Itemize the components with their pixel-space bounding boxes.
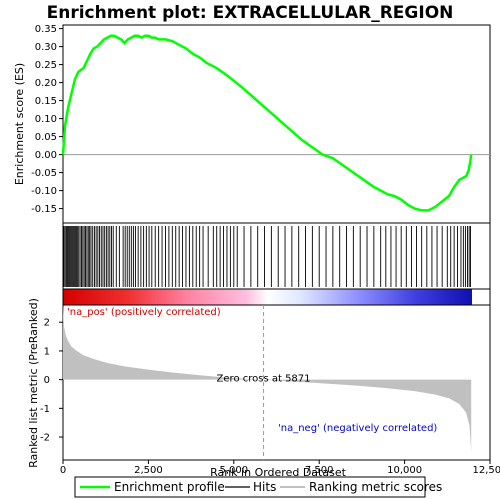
metric-panel: Zero cross at 5871 'na_pos' (positively …: [27, 298, 500, 479]
es-y-tick-label: 0.05: [35, 132, 57, 143]
positive-correlation-label: 'na_pos' (positively correlated): [67, 307, 221, 318]
rank-x-tick-label: 12,500: [473, 465, 500, 476]
legend-metric-label: Ranking metric scores: [309, 480, 442, 494]
es-panel: 0.35 0.30 0.25 0.20 0.15 0.10 0.05 0.00 -0.05 -0.…: [13, 24, 491, 224]
es-plot-frame: [62, 24, 491, 224]
es-y-tick-label: 0.00: [35, 150, 57, 161]
rank-x-tick-label: 5,000: [219, 465, 248, 476]
ranking-color-bar: [63, 289, 472, 305]
hits-panel: [62, 222, 491, 306]
metric-y-tick-label: 1: [44, 346, 50, 357]
negative-correlation-label: 'na_neg' (negatively correlated): [278, 423, 437, 434]
enrichment-profile-line: [61, 34, 473, 212]
legend-hits-label: Hits: [253, 480, 276, 494]
es-y-tick-label: 0.25: [35, 60, 57, 71]
es-y-axis-label: Enrichment score (ES): [13, 63, 26, 185]
zero-cross-label: Zero cross at 5871: [217, 374, 311, 385]
chart-title: Enrichment plot: EXTRACELLULAR_REGION: [47, 3, 454, 23]
es-y-tick-label: 0.10: [35, 114, 57, 125]
es-y-tick-label: 0.20: [35, 78, 57, 89]
hits-frame: [62, 222, 491, 290]
ranking-metric-area: [63, 305, 472, 452]
metric-y-tick-label: -2: [40, 433, 50, 444]
es-y-tick-label: 0.35: [35, 24, 57, 35]
es-y-axis: 0.35 0.30 0.25 0.20 0.15 0.10 0.05 0.00 -0.05 -0.…: [31, 24, 63, 215]
rank-x-axis-label: Rank in Ordered Dataset: [210, 466, 347, 479]
hit-markers: [63, 226, 471, 287]
legend: Enrichment profile Hits Ranking metric s…: [74, 476, 442, 498]
metric-y-axis: 2 1 0 -1 -2: [40, 318, 63, 444]
es-y-tick-label: 0.30: [35, 42, 57, 53]
es-y-tick-label: -0.15: [31, 204, 57, 215]
metric-y-tick-label: -1: [40, 404, 50, 415]
rank-x-tick-label: 0: [60, 465, 66, 476]
metric-y-tick-label: 0: [44, 375, 50, 386]
rank-x-tick-label: 10,000: [387, 465, 422, 476]
es-y-tick-label: 0.15: [35, 96, 57, 107]
metric-y-tick-label: 2: [44, 318, 50, 329]
es-y-tick-label: -0.05: [31, 168, 57, 179]
rank-x-tick-label: 2,500: [134, 465, 163, 476]
rank-x-tick-label: 7,500: [305, 465, 334, 476]
metric-y-axis-label: Ranked list metric (PreRanked): [27, 298, 40, 468]
legend-enrichment-label: Enrichment profile: [114, 480, 225, 494]
es-y-tick-label: -0.10: [31, 186, 57, 197]
rank-x-axis: 0 2,500 5,000 7,500 10,000 12,500: [60, 460, 500, 476]
